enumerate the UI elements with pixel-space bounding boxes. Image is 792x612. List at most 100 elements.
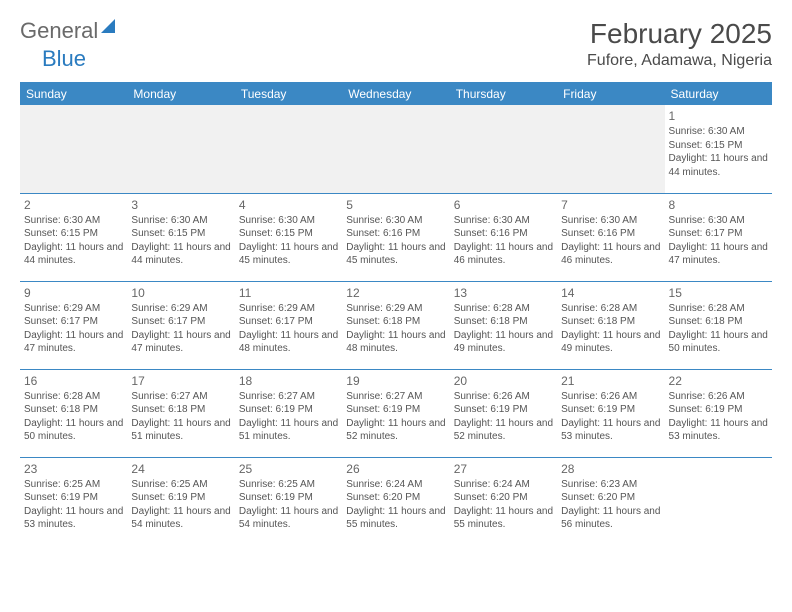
daylight-line: Daylight: 11 hours and 55 minutes. <box>346 505 445 532</box>
day-header: Thursday <box>450 83 557 105</box>
calendar-cell: 3Sunrise: 6:30 AMSunset: 6:15 PMDaylight… <box>127 193 234 281</box>
sunrise-line: Sunrise: 6:30 AM <box>24 214 123 228</box>
day-number: 8 <box>669 197 768 213</box>
daylight-line: Daylight: 11 hours and 51 minutes. <box>131 417 230 444</box>
daylight-line: Daylight: 11 hours and 56 minutes. <box>561 505 660 532</box>
sunset-line: Sunset: 6:18 PM <box>669 315 768 329</box>
sunrise-line: Sunrise: 6:30 AM <box>561 214 660 228</box>
sunset-line: Sunset: 6:15 PM <box>131 227 230 241</box>
day-header: Monday <box>127 83 234 105</box>
sunset-line: Sunset: 6:17 PM <box>669 227 768 241</box>
calendar-week-row: 2Sunrise: 6:30 AMSunset: 6:15 PMDaylight… <box>20 193 772 281</box>
daylight-line: Daylight: 11 hours and 45 minutes. <box>239 241 338 268</box>
day-header: Friday <box>557 83 664 105</box>
sunset-line: Sunset: 6:16 PM <box>346 227 445 241</box>
sunrise-line: Sunrise: 6:30 AM <box>669 125 768 139</box>
day-number: 19 <box>346 373 445 389</box>
sunset-line: Sunset: 6:19 PM <box>239 491 338 505</box>
calendar-cell <box>557 105 664 193</box>
calendar-cell: 11Sunrise: 6:29 AMSunset: 6:17 PMDayligh… <box>235 281 342 369</box>
sunset-line: Sunset: 6:16 PM <box>454 227 553 241</box>
sunset-line: Sunset: 6:20 PM <box>346 491 445 505</box>
daylight-line: Daylight: 11 hours and 51 minutes. <box>239 417 338 444</box>
sunset-line: Sunset: 6:19 PM <box>561 403 660 417</box>
daylight-line: Daylight: 11 hours and 49 minutes. <box>454 329 553 356</box>
calendar-cell: 15Sunrise: 6:28 AMSunset: 6:18 PMDayligh… <box>665 281 772 369</box>
day-number: 7 <box>561 197 660 213</box>
calendar-week-row: 1Sunrise: 6:30 AMSunset: 6:15 PMDaylight… <box>20 105 772 193</box>
calendar-cell: 6Sunrise: 6:30 AMSunset: 6:16 PMDaylight… <box>450 193 557 281</box>
sunset-line: Sunset: 6:19 PM <box>346 403 445 417</box>
calendar-cell: 18Sunrise: 6:27 AMSunset: 6:19 PMDayligh… <box>235 369 342 457</box>
calendar-cell: 7Sunrise: 6:30 AMSunset: 6:16 PMDaylight… <box>557 193 664 281</box>
calendar-cell: 22Sunrise: 6:26 AMSunset: 6:19 PMDayligh… <box>665 369 772 457</box>
daylight-line: Daylight: 11 hours and 54 minutes. <box>239 505 338 532</box>
sunset-line: Sunset: 6:18 PM <box>346 315 445 329</box>
day-number: 18 <box>239 373 338 389</box>
calendar-cell: 27Sunrise: 6:24 AMSunset: 6:20 PMDayligh… <box>450 457 557 541</box>
calendar-cell: 16Sunrise: 6:28 AMSunset: 6:18 PMDayligh… <box>20 369 127 457</box>
day-header: Saturday <box>665 83 772 105</box>
day-number: 23 <box>24 461 123 477</box>
daylight-line: Daylight: 11 hours and 44 minutes. <box>131 241 230 268</box>
calendar-table: SundayMondayTuesdayWednesdayThursdayFrid… <box>20 83 772 541</box>
calendar-cell: 4Sunrise: 6:30 AMSunset: 6:15 PMDaylight… <box>235 193 342 281</box>
day-header: Tuesday <box>235 83 342 105</box>
day-number: 5 <box>346 197 445 213</box>
day-number: 22 <box>669 373 768 389</box>
sunset-line: Sunset: 6:17 PM <box>24 315 123 329</box>
calendar-cell <box>20 105 127 193</box>
calendar-cell: 8Sunrise: 6:30 AMSunset: 6:17 PMDaylight… <box>665 193 772 281</box>
sunrise-line: Sunrise: 6:27 AM <box>239 390 338 404</box>
day-number: 9 <box>24 285 123 301</box>
sunrise-line: Sunrise: 6:28 AM <box>669 302 768 316</box>
sunset-line: Sunset: 6:19 PM <box>669 403 768 417</box>
calendar-cell <box>127 105 234 193</box>
daylight-line: Daylight: 11 hours and 48 minutes. <box>346 329 445 356</box>
sunrise-line: Sunrise: 6:25 AM <box>24 478 123 492</box>
daylight-line: Daylight: 11 hours and 47 minutes. <box>24 329 123 356</box>
day-number: 21 <box>561 373 660 389</box>
sunrise-line: Sunrise: 6:28 AM <box>454 302 553 316</box>
sunset-line: Sunset: 6:18 PM <box>454 315 553 329</box>
day-number: 13 <box>454 285 553 301</box>
calendar-body: 1Sunrise: 6:30 AMSunset: 6:15 PMDaylight… <box>20 105 772 541</box>
sunrise-line: Sunrise: 6:27 AM <box>346 390 445 404</box>
calendar-week-row: 16Sunrise: 6:28 AMSunset: 6:18 PMDayligh… <box>20 369 772 457</box>
calendar-cell: 5Sunrise: 6:30 AMSunset: 6:16 PMDaylight… <box>342 193 449 281</box>
logo-text-general: General <box>20 18 98 44</box>
day-number: 26 <box>346 461 445 477</box>
calendar-cell: 13Sunrise: 6:28 AMSunset: 6:18 PMDayligh… <box>450 281 557 369</box>
sunrise-line: Sunrise: 6:30 AM <box>454 214 553 228</box>
calendar-week-row: 9Sunrise: 6:29 AMSunset: 6:17 PMDaylight… <box>20 281 772 369</box>
sunrise-line: Sunrise: 6:25 AM <box>239 478 338 492</box>
day-number: 2 <box>24 197 123 213</box>
calendar-week-row: 23Sunrise: 6:25 AMSunset: 6:19 PMDayligh… <box>20 457 772 541</box>
sunset-line: Sunset: 6:19 PM <box>454 403 553 417</box>
calendar-cell: 1Sunrise: 6:30 AMSunset: 6:15 PMDaylight… <box>665 105 772 193</box>
sunrise-line: Sunrise: 6:30 AM <box>239 214 338 228</box>
calendar-cell: 23Sunrise: 6:25 AMSunset: 6:19 PMDayligh… <box>20 457 127 541</box>
sunrise-line: Sunrise: 6:29 AM <box>24 302 123 316</box>
sunset-line: Sunset: 6:18 PM <box>131 403 230 417</box>
sunset-line: Sunset: 6:20 PM <box>454 491 553 505</box>
day-number: 20 <box>454 373 553 389</box>
sunrise-line: Sunrise: 6:27 AM <box>131 390 230 404</box>
sunrise-line: Sunrise: 6:26 AM <box>561 390 660 404</box>
daylight-line: Daylight: 11 hours and 50 minutes. <box>669 329 768 356</box>
logo-text-blue: Blue <box>42 46 86 71</box>
calendar-cell: 14Sunrise: 6:28 AMSunset: 6:18 PMDayligh… <box>557 281 664 369</box>
daylight-line: Daylight: 11 hours and 53 minutes. <box>24 505 123 532</box>
day-number: 16 <box>24 373 123 389</box>
daylight-line: Daylight: 11 hours and 50 minutes. <box>24 417 123 444</box>
daylight-line: Daylight: 11 hours and 44 minutes. <box>24 241 123 268</box>
sunrise-line: Sunrise: 6:30 AM <box>131 214 230 228</box>
calendar-cell: 24Sunrise: 6:25 AMSunset: 6:19 PMDayligh… <box>127 457 234 541</box>
calendar-cell: 25Sunrise: 6:25 AMSunset: 6:19 PMDayligh… <box>235 457 342 541</box>
day-number: 12 <box>346 285 445 301</box>
calendar-cell: 10Sunrise: 6:29 AMSunset: 6:17 PMDayligh… <box>127 281 234 369</box>
calendar-cell <box>342 105 449 193</box>
daylight-line: Daylight: 11 hours and 48 minutes. <box>239 329 338 356</box>
daylight-line: Daylight: 11 hours and 45 minutes. <box>346 241 445 268</box>
day-number: 10 <box>131 285 230 301</box>
